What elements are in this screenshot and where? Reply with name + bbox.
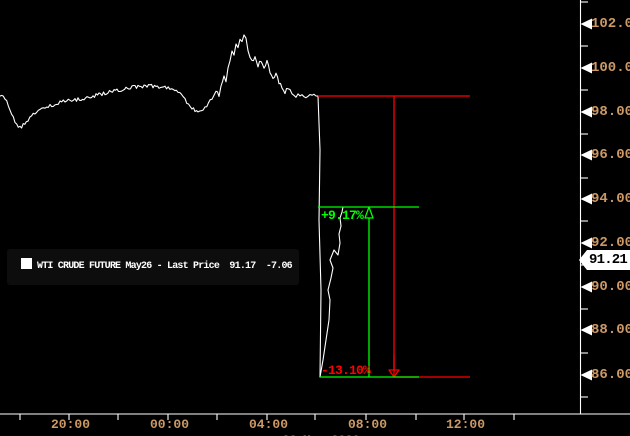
svg-text:+9.17%: +9.17% — [321, 208, 364, 223]
svg-text:-13.10%: -13.10% — [321, 363, 371, 378]
